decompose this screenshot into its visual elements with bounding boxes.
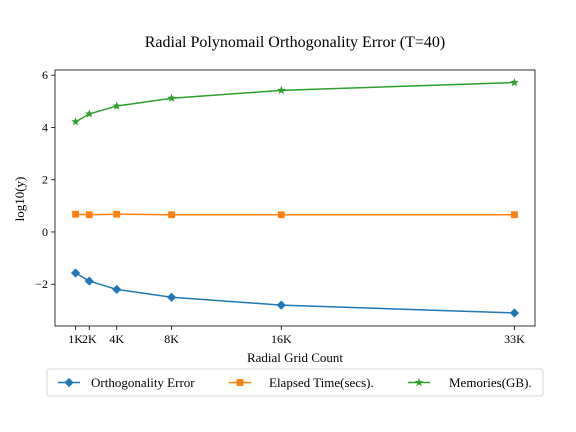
data-point [113,210,121,218]
data-point [167,93,176,102]
data-point [112,284,122,295]
y-axis-label: log10(y) [12,177,27,222]
data-point [510,77,519,87]
data-point [511,211,518,219]
data-point [166,292,177,302]
data-point [277,211,285,219]
series-line [75,81,515,123]
y-tick-label: −2 [35,277,48,291]
x-tick-label: 4K [109,332,124,346]
y-tick-label: 2 [42,173,48,187]
x-axis-label: Radial Grid Count [247,350,343,365]
series-line [75,272,515,314]
legend-marker [414,377,424,387]
legend-entry: Memories(GB). [408,375,532,390]
series-line [75,213,515,216]
y-tick-label: 0 [42,225,48,239]
plot-area: 1K 2K 4K 8K 16K 33K −2 0 2 4 6 [35,68,536,346]
legend-entry: Orthogonality Error [58,375,195,390]
data-point [84,276,94,286]
data-point [112,101,122,110]
legend-box [46,368,544,397]
data-point [84,109,94,118]
legend: Orthogonality Error Elapsed Time(secs). Me… [46,368,544,397]
legend-label: Memories(GB). [449,375,532,390]
y-tick-label: 4 [42,120,48,134]
x-tick-label: 2K [82,332,97,346]
legend-label: Orthogonality Error [91,375,195,390]
x-tick-label: 16K [271,332,292,346]
legend-marker [236,379,244,386]
chart-title: Radial Polynomail Orthogonality Error (T… [145,34,446,51]
legend-marker [64,377,74,388]
data-point [72,210,79,218]
y-tick-label: 6 [42,68,48,82]
data-point [71,117,80,126]
legend-label: Elapsed Time(secs). [269,375,374,390]
series-2 [71,77,519,126]
legend-entry: Elapsed Time(secs). [229,375,374,390]
x-tick-label: 8K [164,332,179,346]
data-point [85,211,93,219]
data-point [70,268,81,278]
data-point [276,300,286,310]
data-point [509,308,520,318]
series-1 [72,210,518,219]
data-point [276,85,286,95]
series-0 [70,268,520,318]
data-point [168,211,175,219]
axes-frame [54,69,536,327]
x-tick-label: 33K [504,332,525,346]
x-tick-label: 1K [68,332,83,346]
